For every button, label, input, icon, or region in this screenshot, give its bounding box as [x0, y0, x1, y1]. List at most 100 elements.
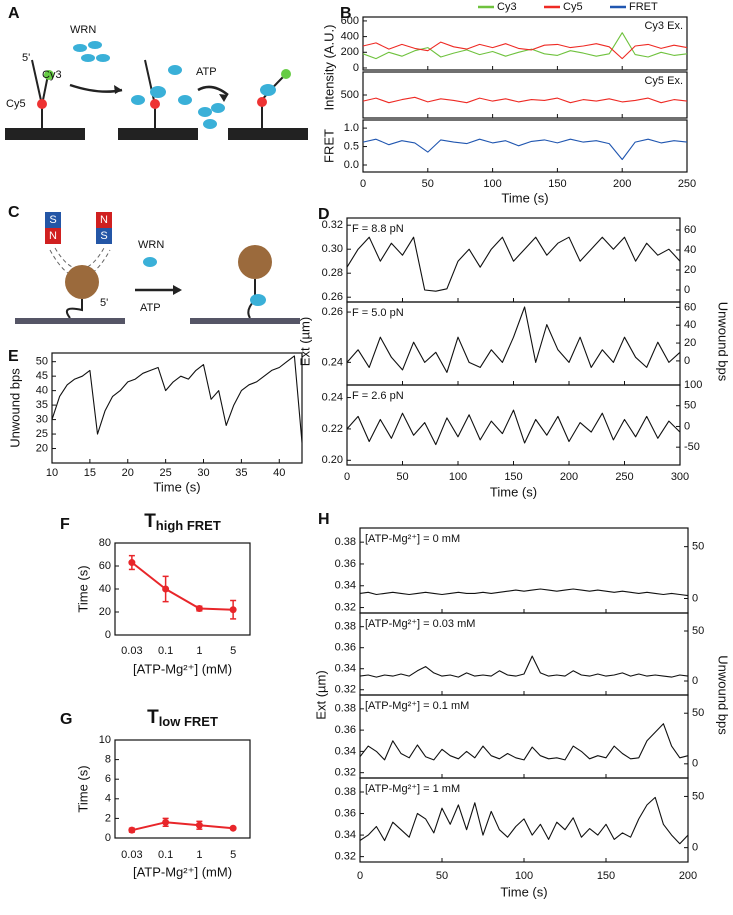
y-tick-label: 50	[36, 356, 48, 368]
y-tick-label: 0.32	[335, 767, 356, 779]
y-tick-label: 0.38	[335, 536, 356, 548]
x-tick-label: 10	[46, 467, 58, 479]
diagram-c: S N N S WRN ATP 5'	[15, 212, 300, 324]
y2-tick-label: 50	[692, 625, 704, 637]
y2-tick-label: 0	[692, 758, 698, 770]
y-tick-label: 8	[105, 754, 111, 766]
panel-label: A	[8, 5, 20, 22]
annotation: [ATP-Mg²⁺] = 0 mM	[365, 533, 460, 545]
x-axis-label: Time (s)	[500, 884, 547, 899]
y-tick-label: 0.32	[322, 219, 343, 231]
cy5-dye	[257, 97, 267, 107]
wrn	[178, 95, 192, 105]
atp-label: ATP	[140, 302, 161, 314]
y2-tick-label: 40	[684, 319, 696, 331]
y2-tick-label: 100	[684, 379, 702, 391]
x-tick-label: 250	[615, 471, 633, 483]
cy3-dye	[281, 69, 291, 79]
y-tick-label: 0.36	[335, 558, 356, 570]
x-tick-label: 30	[197, 467, 209, 479]
x-tick-label: 300	[671, 471, 689, 483]
wrn	[168, 65, 182, 75]
x-tick-label: 0	[360, 178, 366, 190]
marker	[128, 559, 136, 567]
y-tick-label: 0.24	[322, 391, 343, 403]
legend-label: FRET	[629, 1, 658, 13]
y2-tick-label: 0	[692, 842, 698, 854]
y2-axis-label: Unwound bps	[716, 655, 731, 735]
x-tick-label: 0	[357, 870, 363, 882]
y2-tick-label: 0	[684, 355, 690, 367]
x-tick-label: 5	[230, 645, 236, 657]
x-tick-label: 50	[396, 471, 408, 483]
cy5-label: Cy5	[6, 98, 26, 110]
annotation: F = 2.6 pN	[352, 390, 404, 402]
x-tick-label: 20	[122, 467, 134, 479]
x-tick-label: 0.03	[121, 645, 142, 657]
y-tick-label: 0.30	[322, 243, 343, 255]
annotation: [ATP-Mg²⁺] = 0.1 mM	[365, 700, 469, 712]
five-prime: 5'	[100, 297, 108, 309]
plot-frame	[362, 16, 688, 71]
y-tick-label: 0.34	[335, 580, 356, 592]
x-tick-label: 250	[678, 178, 696, 190]
five-prime: 5'	[22, 52, 30, 64]
series-line	[362, 41, 688, 60]
title-sub: low FRET	[159, 714, 218, 729]
x-tick-label: 200	[613, 178, 631, 190]
y-tick-label: 6	[105, 773, 111, 785]
x-axis-label: Time (s)	[490, 484, 537, 499]
arrow-head	[219, 94, 228, 102]
series-line	[346, 409, 681, 446]
y-axis-label: Unwound bps	[7, 368, 22, 448]
x-tick-label: 150	[504, 471, 522, 483]
marker	[162, 585, 170, 593]
y-tick-label: 45	[36, 370, 48, 382]
y-tick-label: 0.38	[335, 786, 356, 798]
y-tick-label: 0.34	[335, 663, 356, 675]
legend-label: Cy5	[563, 1, 583, 13]
pole-s: S	[100, 230, 107, 242]
plot-frame	[114, 542, 251, 636]
series-line	[131, 821, 234, 832]
y-tick-label: 1.0	[344, 122, 359, 134]
title-main: T	[144, 511, 156, 532]
bead	[65, 265, 99, 299]
surface	[15, 318, 125, 324]
x-axis-label: Time (s)	[501, 190, 548, 205]
y-tick-label: 0	[353, 62, 359, 74]
marker	[162, 818, 170, 826]
cy3-dye	[44, 70, 54, 80]
series-line	[131, 561, 234, 611]
plot-frame	[51, 352, 303, 464]
y-axis-label: Ext (µm)	[313, 670, 328, 719]
y-tick-label: 0.0	[344, 159, 359, 171]
diagram-a: 5' Cy3 Cy5 WRN ATP	[5, 24, 308, 140]
y2-tick-label: 20	[684, 264, 696, 276]
y2-tick-label: 50	[692, 790, 704, 802]
y-tick-label: 0.34	[335, 745, 356, 757]
y-tick-label: 2	[105, 812, 111, 824]
y2-tick-label: 40	[684, 244, 696, 256]
x-tick-label: 1	[196, 849, 202, 861]
panel-label: H	[318, 511, 330, 528]
x-tick-label: 50	[436, 870, 448, 882]
atp-label: ATP	[196, 66, 217, 78]
wrn	[150, 86, 166, 98]
pole-n: N	[49, 230, 57, 242]
plot-frame	[362, 71, 688, 119]
x-tick-label: 100	[483, 178, 501, 190]
wrn	[260, 84, 276, 96]
series-line	[362, 32, 688, 60]
y-tick-label: 400	[341, 31, 359, 43]
marker	[229, 824, 237, 832]
annotation: Cy3 Ex.	[644, 20, 683, 32]
x-tick-label: 25	[160, 467, 172, 479]
surface	[190, 318, 300, 324]
y-axis-label: Ext (µm)	[297, 317, 312, 366]
x-tick-label: 150	[597, 870, 615, 882]
title-main: T	[147, 707, 159, 728]
x-tick-label: 200	[679, 870, 697, 882]
y-axis-label: Intensity (A.U.)	[321, 25, 336, 111]
y-tick-label: 20	[36, 442, 48, 454]
